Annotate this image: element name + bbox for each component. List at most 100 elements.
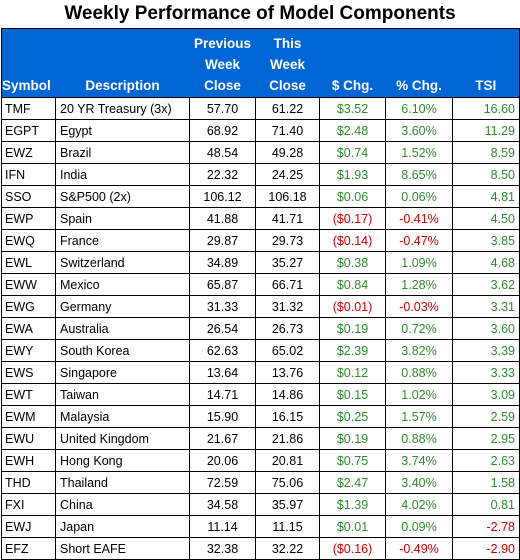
symbol-cell: EWW <box>1 273 56 296</box>
tsi-cell: 2.95 <box>452 427 520 450</box>
previous-close-cell: 68.92 <box>189 119 256 142</box>
tsi-cell: 2.59 <box>452 405 520 428</box>
table-row: EWQ France 29.87 29.73 ($0.14) -0.47% 3.85 <box>1 229 520 252</box>
dollar-change-cell: $0.38 <box>319 251 386 274</box>
dollar-change-cell: $0.74 <box>319 141 386 164</box>
header-row: Symbol Description Previous Week Close T… <box>1 28 520 98</box>
percent-change-cell: 6.10% <box>385 97 453 120</box>
symbol-cell: EWH <box>1 449 56 472</box>
tsi-cell: 3.60 <box>452 317 520 340</box>
current-close-cell: 31.32 <box>255 295 320 318</box>
current-close-cell: 65.02 <box>255 339 320 362</box>
symbol-cell: THD <box>1 471 56 494</box>
header-this-line2: Week <box>269 57 306 72</box>
current-close-cell: 29.73 <box>255 229 320 252</box>
tsi-cell: 3.09 <box>452 383 520 406</box>
dollar-change-cell: $0.01 <box>319 515 386 538</box>
current-close-cell: 26.73 <box>255 317 320 340</box>
current-close-cell: 106.18 <box>255 185 320 208</box>
previous-close-cell: 13.64 <box>189 361 256 384</box>
tsi-cell: 3.39 <box>452 339 520 362</box>
table-row: EWH Hong Kong 20.06 20.81 $0.75 3.74% 2.63 <box>1 449 520 472</box>
symbol-cell: EFZ <box>1 537 56 560</box>
current-close-cell: 14.86 <box>255 383 320 406</box>
dollar-change-cell: $0.19 <box>319 317 386 340</box>
tsi-cell: 1.58 <box>452 471 520 494</box>
dollar-change-cell: $0.19 <box>319 427 386 450</box>
table-row: EWP Spain 41.88 41.71 ($0.17) -0.41% 4.50 <box>1 207 520 230</box>
tsi-cell: -2.78 <box>452 515 520 538</box>
description-cell: Australia <box>55 317 190 340</box>
tsi-cell: 8.59 <box>452 141 520 164</box>
percent-change-cell: -0.49% <box>385 537 453 560</box>
table-title: Weekly Performance of Model Components <box>64 3 456 24</box>
previous-close-cell: 11.14 <box>189 515 256 538</box>
percent-change-cell: 3.82% <box>385 339 453 362</box>
dollar-change-cell: $2.47 <box>319 471 386 494</box>
percent-change-cell: 1.52% <box>385 141 453 164</box>
previous-close-cell: 21.67 <box>189 427 256 450</box>
previous-close-cell: 106.12 <box>189 185 256 208</box>
table-row: SSO S&P500 (2x) 106.12 106.18 $0.06 0.06% 4.81 <box>1 185 520 208</box>
description-cell: S&P500 (2x) <box>55 185 190 208</box>
percent-change-cell: -0.41% <box>385 207 453 230</box>
description-cell: Hong Kong <box>55 449 190 472</box>
description-cell: Brazil <box>55 141 190 164</box>
previous-close-cell: 26.54 <box>189 317 256 340</box>
current-close-cell: 11.15 <box>255 515 320 538</box>
table-row: THD Thailand 72.59 75.06 $2.47 3.40% 1.58 <box>1 471 520 494</box>
dollar-change-cell: $3.52 <box>319 97 386 120</box>
header-symbol: Symbol <box>1 28 56 98</box>
description-cell: Switzerland <box>55 251 190 274</box>
dollar-change-cell: $0.15 <box>319 383 386 406</box>
current-close-cell: 32.22 <box>255 537 320 560</box>
description-cell: India <box>55 163 190 186</box>
percent-change-cell: 3.40% <box>385 471 453 494</box>
previous-close-cell: 20.06 <box>189 449 256 472</box>
symbol-cell: EGPT <box>1 119 56 142</box>
previous-close-cell: 14.71 <box>189 383 256 406</box>
symbol-cell: EWZ <box>1 141 56 164</box>
symbol-cell: EWU <box>1 427 56 450</box>
symbol-cell: FXI <box>1 493 56 516</box>
percent-change-cell: 0.09% <box>385 515 453 538</box>
table-row: IFN India 22.32 24.25 $1.93 8.65% 8.50 <box>1 163 520 186</box>
table-row: EWZ Brazil 48.54 49.28 $0.74 1.52% 8.59 <box>1 141 520 164</box>
table-row: EGPT Egypt 68.92 71.40 $2.48 3.60% 11.29 <box>1 119 520 142</box>
previous-close-cell: 34.89 <box>189 251 256 274</box>
table-row: EWT Taiwan 14.71 14.86 $0.15 1.02% 3.09 <box>1 383 520 406</box>
header-description: Description <box>55 28 190 98</box>
current-close-cell: 20.81 <box>255 449 320 472</box>
current-close-cell: 75.06 <box>255 471 320 494</box>
description-cell: Egypt <box>55 119 190 142</box>
table-row: EWG Germany 31.33 31.32 ($0.01) -0.03% 3.31 <box>1 295 520 318</box>
description-cell: Germany <box>55 295 190 318</box>
percent-change-cell: 0.88% <box>385 361 453 384</box>
current-close-cell: 66.71 <box>255 273 320 296</box>
description-cell: 20 YR Treasury (3x) <box>55 97 190 120</box>
dollar-change-cell: ($0.17) <box>319 207 386 230</box>
table-row: EWJ Japan 11.14 11.15 $0.01 0.09% -2.78 <box>1 515 520 538</box>
symbol-cell: EWP <box>1 207 56 230</box>
current-close-cell: 24.25 <box>255 163 320 186</box>
tsi-cell: 4.50 <box>452 207 520 230</box>
dollar-change-cell: $0.06 <box>319 185 386 208</box>
header-tsi: TSI <box>452 28 520 98</box>
previous-close-cell: 15.90 <box>189 405 256 428</box>
tsi-cell: 3.33 <box>452 361 520 384</box>
percent-change-cell: 8.65% <box>385 163 453 186</box>
previous-close-cell: 48.54 <box>189 141 256 164</box>
table-row: TMF 20 YR Treasury (3x) 57.70 61.22 $3.52 6.1… <box>1 97 520 120</box>
description-cell: Short EAFE <box>55 537 190 560</box>
dollar-change-cell: ($0.14) <box>319 229 386 252</box>
current-close-cell: 21.86 <box>255 427 320 450</box>
previous-close-cell: 57.70 <box>189 97 256 120</box>
header-prev-line3: Close <box>204 78 241 93</box>
previous-close-cell: 72.59 <box>189 471 256 494</box>
current-close-cell: 41.71 <box>255 207 320 230</box>
description-cell: Spain <box>55 207 190 230</box>
header-this-line1: This <box>273 36 302 51</box>
tsi-cell: 3.62 <box>452 273 520 296</box>
tsi-cell: 0.81 <box>452 493 520 516</box>
previous-close-cell: 41.88 <box>189 207 256 230</box>
